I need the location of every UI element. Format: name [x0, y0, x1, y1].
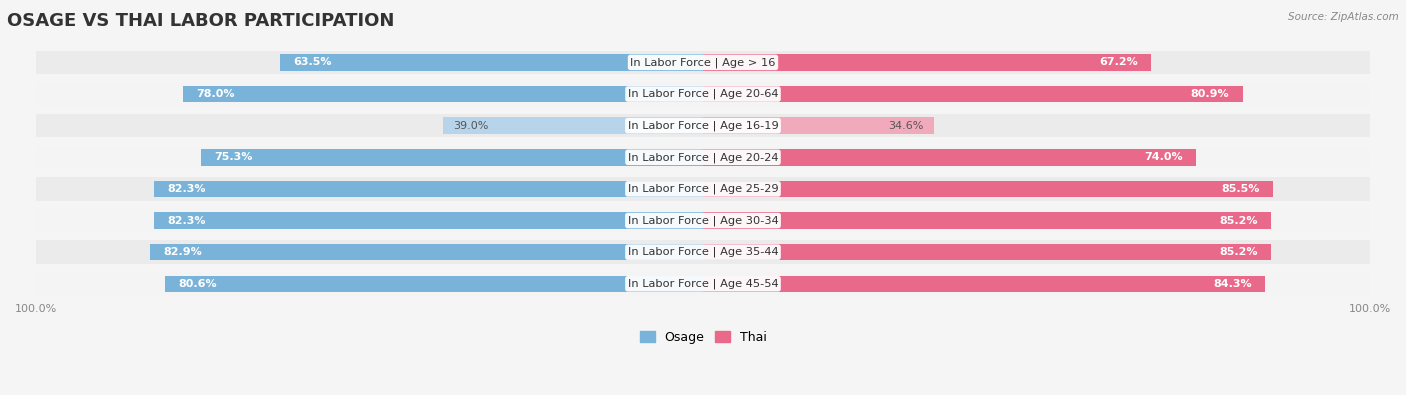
Text: 78.0%: 78.0%: [197, 89, 235, 99]
Bar: [37, 146, 1369, 169]
Text: 74.0%: 74.0%: [1144, 152, 1184, 162]
Text: In Labor Force | Age 20-64: In Labor Force | Age 20-64: [627, 89, 779, 99]
Bar: [150, 244, 703, 260]
Text: OSAGE VS THAI LABOR PARTICIPATION: OSAGE VS THAI LABOR PARTICIPATION: [7, 12, 395, 30]
Bar: [443, 117, 703, 134]
Bar: [37, 114, 1369, 137]
Text: 39.0%: 39.0%: [453, 120, 488, 131]
Bar: [703, 54, 1152, 71]
Bar: [166, 276, 703, 292]
Bar: [37, 177, 1369, 201]
Text: Source: ZipAtlas.com: Source: ZipAtlas.com: [1288, 12, 1399, 22]
Text: In Labor Force | Age 45-54: In Labor Force | Age 45-54: [627, 278, 779, 289]
Text: In Labor Force | Age 25-29: In Labor Force | Age 25-29: [627, 184, 779, 194]
Text: In Labor Force | Age 20-24: In Labor Force | Age 20-24: [627, 152, 779, 162]
Bar: [703, 244, 1271, 260]
Text: 80.9%: 80.9%: [1191, 89, 1229, 99]
Bar: [37, 241, 1369, 264]
Bar: [703, 117, 934, 134]
Text: 85.5%: 85.5%: [1222, 184, 1260, 194]
Text: 63.5%: 63.5%: [292, 57, 332, 68]
Text: 82.9%: 82.9%: [163, 247, 202, 257]
Text: 85.2%: 85.2%: [1219, 216, 1258, 226]
Text: In Labor Force | Age > 16: In Labor Force | Age > 16: [630, 57, 776, 68]
Text: 80.6%: 80.6%: [179, 279, 218, 289]
Text: 67.2%: 67.2%: [1099, 57, 1137, 68]
Text: In Labor Force | Age 30-34: In Labor Force | Age 30-34: [627, 215, 779, 226]
Bar: [37, 51, 1369, 74]
Text: 82.3%: 82.3%: [167, 216, 207, 226]
Text: 82.3%: 82.3%: [167, 184, 207, 194]
Legend: Osage, Thai: Osage, Thai: [634, 326, 772, 349]
Text: In Labor Force | Age 16-19: In Labor Force | Age 16-19: [627, 120, 779, 131]
Bar: [703, 86, 1243, 102]
Bar: [37, 209, 1369, 232]
Bar: [703, 149, 1197, 166]
Text: In Labor Force | Age 35-44: In Labor Force | Age 35-44: [627, 247, 779, 258]
Bar: [37, 272, 1369, 295]
Bar: [155, 212, 703, 229]
Bar: [703, 276, 1265, 292]
Text: 84.3%: 84.3%: [1213, 279, 1251, 289]
Bar: [703, 212, 1271, 229]
Text: 75.3%: 75.3%: [214, 152, 253, 162]
Bar: [703, 181, 1274, 197]
Bar: [155, 181, 703, 197]
Text: 85.2%: 85.2%: [1219, 247, 1258, 257]
Text: 34.6%: 34.6%: [889, 120, 924, 131]
Bar: [37, 82, 1369, 106]
Bar: [201, 149, 703, 166]
Bar: [183, 86, 703, 102]
Bar: [280, 54, 703, 71]
